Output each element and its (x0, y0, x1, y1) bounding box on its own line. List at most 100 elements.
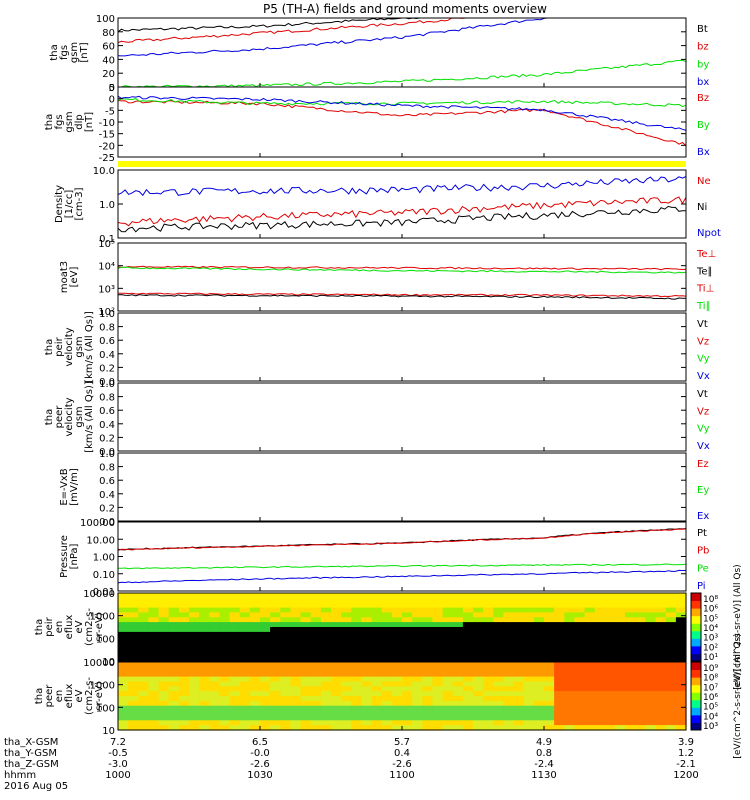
ytick-fgs-gsm: 100 (96, 14, 115, 25)
legend-peir-velocity-3: Vx (697, 371, 710, 382)
ylabel-temperature: moat3 [eV] (59, 261, 80, 293)
ytick-pressure: 0.10 (93, 570, 115, 581)
ylabel-line: tha (44, 114, 55, 130)
ylabel-line: [km/s (All Qs)] (84, 381, 95, 453)
ytick-pressure: 0.01 (93, 587, 115, 598)
legend-fgs-gsm-0: Bt (697, 24, 708, 35)
ytick-peir-velocity: 1.0 (99, 309, 115, 320)
series-fgs-dsl-By (117, 98, 687, 108)
ephem-label: tha_Z-GSM (4, 759, 59, 770)
ytick-temperature: 10⁴ (98, 262, 115, 273)
panel-density: 10.0 1.0 0.1 Density [1/cc] [cm-3] Ne Ni Npot (54, 166, 721, 245)
ephem-value: 1200 (673, 770, 698, 781)
ylabel-line: [nT] (79, 42, 90, 62)
series-pressure-Pb (117, 528, 687, 551)
series-pressure-Pe (118, 563, 687, 570)
ylabel-line: peer (54, 405, 65, 429)
colorbar-tick: 10⁷ (703, 683, 718, 693)
ytick-peer-spec: 1000 (90, 681, 115, 692)
series-pressure-Pi (117, 569, 687, 584)
colorbar-label: [eV/(cm^2-s-sr-eV)] (All Qs) (733, 564, 743, 689)
colorbar-tick: 10⁶ (703, 605, 718, 615)
ylabel-line: en (54, 690, 65, 703)
legend-efield-0: Ez (697, 459, 709, 470)
legend-fgs-gsm-3: bx (697, 77, 709, 88)
ylabel-line: peer (44, 684, 55, 708)
legend-fgs-dsl-1: By (697, 120, 710, 131)
ylabel-line: [nPa] (69, 543, 80, 569)
ephem-value: 1100 (389, 770, 414, 781)
panel-temperature: 10⁵ 10⁴ 10³ 10² moat3 [eV] Te⊥ Te∥ Ti⊥ Ti∥ (59, 239, 716, 318)
legend-fgs-gsm-1: bz (697, 42, 709, 53)
legend-density-1: Ni (697, 202, 707, 213)
colorbar-tick: 10⁶ (703, 693, 718, 703)
ylabel-line: dlp (74, 114, 85, 129)
ytick-peer-velocity: 0.2 (99, 433, 115, 444)
ytick-peir-velocity: 0.4 (99, 350, 115, 361)
series-temperature-Ti⊥ (117, 265, 687, 271)
legend-temperature-0: Te⊥ (696, 249, 716, 260)
ylabel-line: peir (54, 336, 65, 356)
ylabel-peir-velocity: tha peir velocity gsm [km/s (All Qs)] (44, 311, 95, 383)
ytick-efield: 0.4 (99, 490, 115, 501)
ylabel-line: velocity (64, 397, 75, 436)
ylabel-line: gsm (74, 406, 85, 427)
ylabel-line: eflux (64, 684, 75, 709)
ylabel-line: sr-eV) (94, 612, 105, 641)
ylabel-line: gsm (69, 42, 80, 63)
panel-pressure: 100.00 10.00 1.00 0.10 0.01 Pressure [nPa] Pt Pb… (59, 518, 709, 598)
series-temperature-Te∥ (117, 294, 687, 300)
ytick-fgs-gsm: 40 (102, 55, 115, 66)
ytick-density: 10.0 (93, 166, 115, 177)
panel-peer-velocity: 1.0 0.8 0.6 0.4 0.2 0.0 tha peer velocity gsm [km/… (44, 379, 710, 458)
ytick-fgs-dsl: 0 (109, 95, 115, 106)
ytick-peir-spec: 1000 (90, 612, 115, 623)
colorbar-tick: 10⁵ (703, 703, 718, 713)
ephem-label: tha_Y-GSM (4, 748, 57, 759)
ylabel-line: fgs (59, 45, 70, 60)
ytick-peir-velocity: 0.8 (99, 323, 115, 334)
ephem-date: 2016 Aug 05 (4, 781, 68, 792)
ylabel-line: eV (74, 689, 85, 702)
ylabel-line: tha (44, 409, 55, 425)
ylabel-line: [cm-3] (74, 187, 85, 220)
panel-peir-velocity: 1.0 0.8 0.6 0.4 0.2 0.0 tha peir velocity gsm [km/… (44, 309, 710, 388)
series-density-Ni (117, 205, 687, 233)
ylabel-line: [eV] (69, 267, 80, 288)
ytick-peer-spec: 100 (96, 703, 115, 714)
ephem-value: -2.1 (676, 759, 696, 770)
ylabel-line: [mV/m] (69, 468, 80, 506)
ytick-peir-spec: 10 (102, 657, 115, 668)
ephem-value: 1030 (247, 770, 272, 781)
ylabel-line: eV (74, 620, 85, 633)
ephem-value: -3.0 (108, 759, 128, 770)
ytick-peir-spec: 100 (96, 634, 115, 645)
ephem-value: 1.2 (678, 748, 694, 759)
ylabel-fgs-gsm: tha fgs gsm [nT] (49, 42, 90, 63)
ephem-value: -2.6 (392, 759, 412, 770)
ylabel-line: Pressure (59, 535, 70, 578)
ephem-label: tha_X-GSM (4, 737, 58, 748)
ylabel-line: [1/cc] (64, 190, 75, 219)
legend-density-0: Ne (697, 176, 711, 187)
frame-peer-velocity (117, 382, 687, 452)
ylabel-efield: E=-VxB [mV/m] (59, 468, 80, 506)
colorbar-tick: 10⁴ (703, 624, 718, 634)
ephem-value: 0.4 (394, 748, 410, 759)
legend-pressure-0: Pt (697, 528, 707, 539)
legend-efield-2: Ex (697, 511, 709, 522)
ytick-density: 0.1 (99, 234, 115, 245)
figure-title: P5 (TH-A) fields and ground moments over… (263, 2, 547, 16)
legend-pressure-3: Pi (697, 581, 706, 592)
colorbar-tick: 10⁸ (703, 595, 718, 605)
ytick-efield: 0.2 (99, 503, 115, 514)
ytick-fgs-gsm: 0 (109, 83, 115, 94)
ytick-pressure: 1.00 (93, 553, 115, 564)
ylabel-line: velocity (64, 327, 75, 366)
ylabel-pressure: Pressure [nPa] (59, 535, 80, 578)
ylabel-line: en (54, 621, 65, 634)
ephem-value: 1000 (105, 770, 130, 781)
series-density-Ne (117, 196, 687, 227)
